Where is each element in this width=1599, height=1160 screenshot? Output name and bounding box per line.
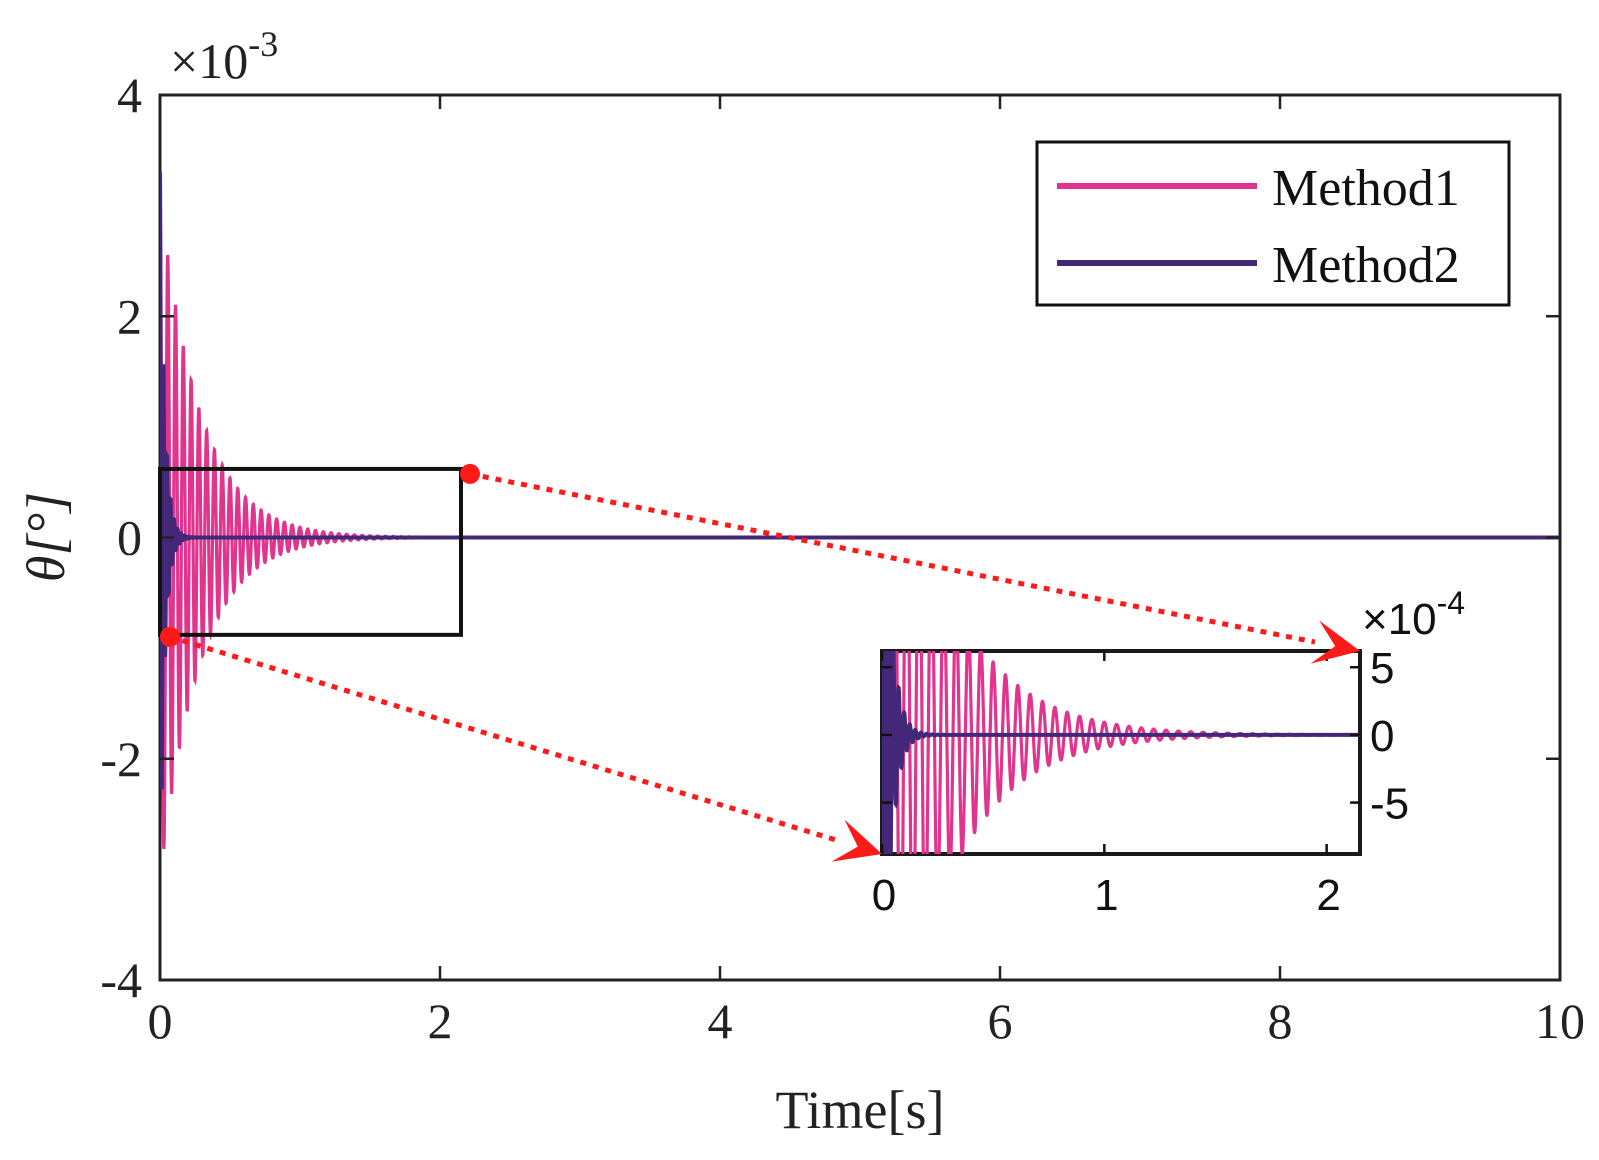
x-tick-label: 0 bbox=[148, 993, 173, 1049]
x-tick-label: 6 bbox=[988, 993, 1013, 1049]
y-tick-label: -4 bbox=[100, 952, 142, 1008]
inset-x-tick-label: 0 bbox=[872, 871, 896, 920]
legend-label-method1: Method1 bbox=[1272, 160, 1460, 217]
legend-label-method2: Method2 bbox=[1272, 237, 1460, 294]
x-tick-label: 2 bbox=[428, 993, 453, 1049]
legend-box bbox=[1035, 140, 1511, 307]
inset-y-tick-label: -5 bbox=[1370, 780, 1409, 829]
zoom-connector-upper bbox=[460, 463, 1360, 664]
zoom-region-box bbox=[158, 466, 463, 637]
y-axis-label: θ[°] bbox=[16, 492, 76, 582]
legend: Method1 Method2 bbox=[1035, 140, 1511, 307]
inset-series-line-method2 bbox=[882, 651, 1360, 854]
x-tick-label: 10 bbox=[1535, 993, 1585, 1049]
y-exponent-label: ×10-3 bbox=[170, 24, 278, 89]
series-line-method2 bbox=[160, 172, 1560, 790]
inset-x-tick-label: 1 bbox=[1094, 871, 1118, 920]
inset-x-tick-label: 2 bbox=[1316, 871, 1340, 920]
inset-y-tick-label: 0 bbox=[1370, 712, 1394, 761]
y-tick-label: -2 bbox=[100, 731, 142, 787]
y-tick-label: 0 bbox=[117, 510, 142, 566]
inset-y-tick-label: 5 bbox=[1370, 644, 1394, 693]
x-tick-label: 8 bbox=[1268, 993, 1293, 1049]
x-tick-label: 4 bbox=[708, 993, 733, 1049]
y-tick-label: 2 bbox=[117, 288, 142, 344]
zoom-connector-lower bbox=[160, 626, 882, 862]
inset-y-exponent-label: ×10-4 bbox=[1362, 585, 1465, 644]
x-axis-label: Time[s] bbox=[775, 1080, 944, 1140]
y-tick-label: 4 bbox=[117, 67, 142, 123]
